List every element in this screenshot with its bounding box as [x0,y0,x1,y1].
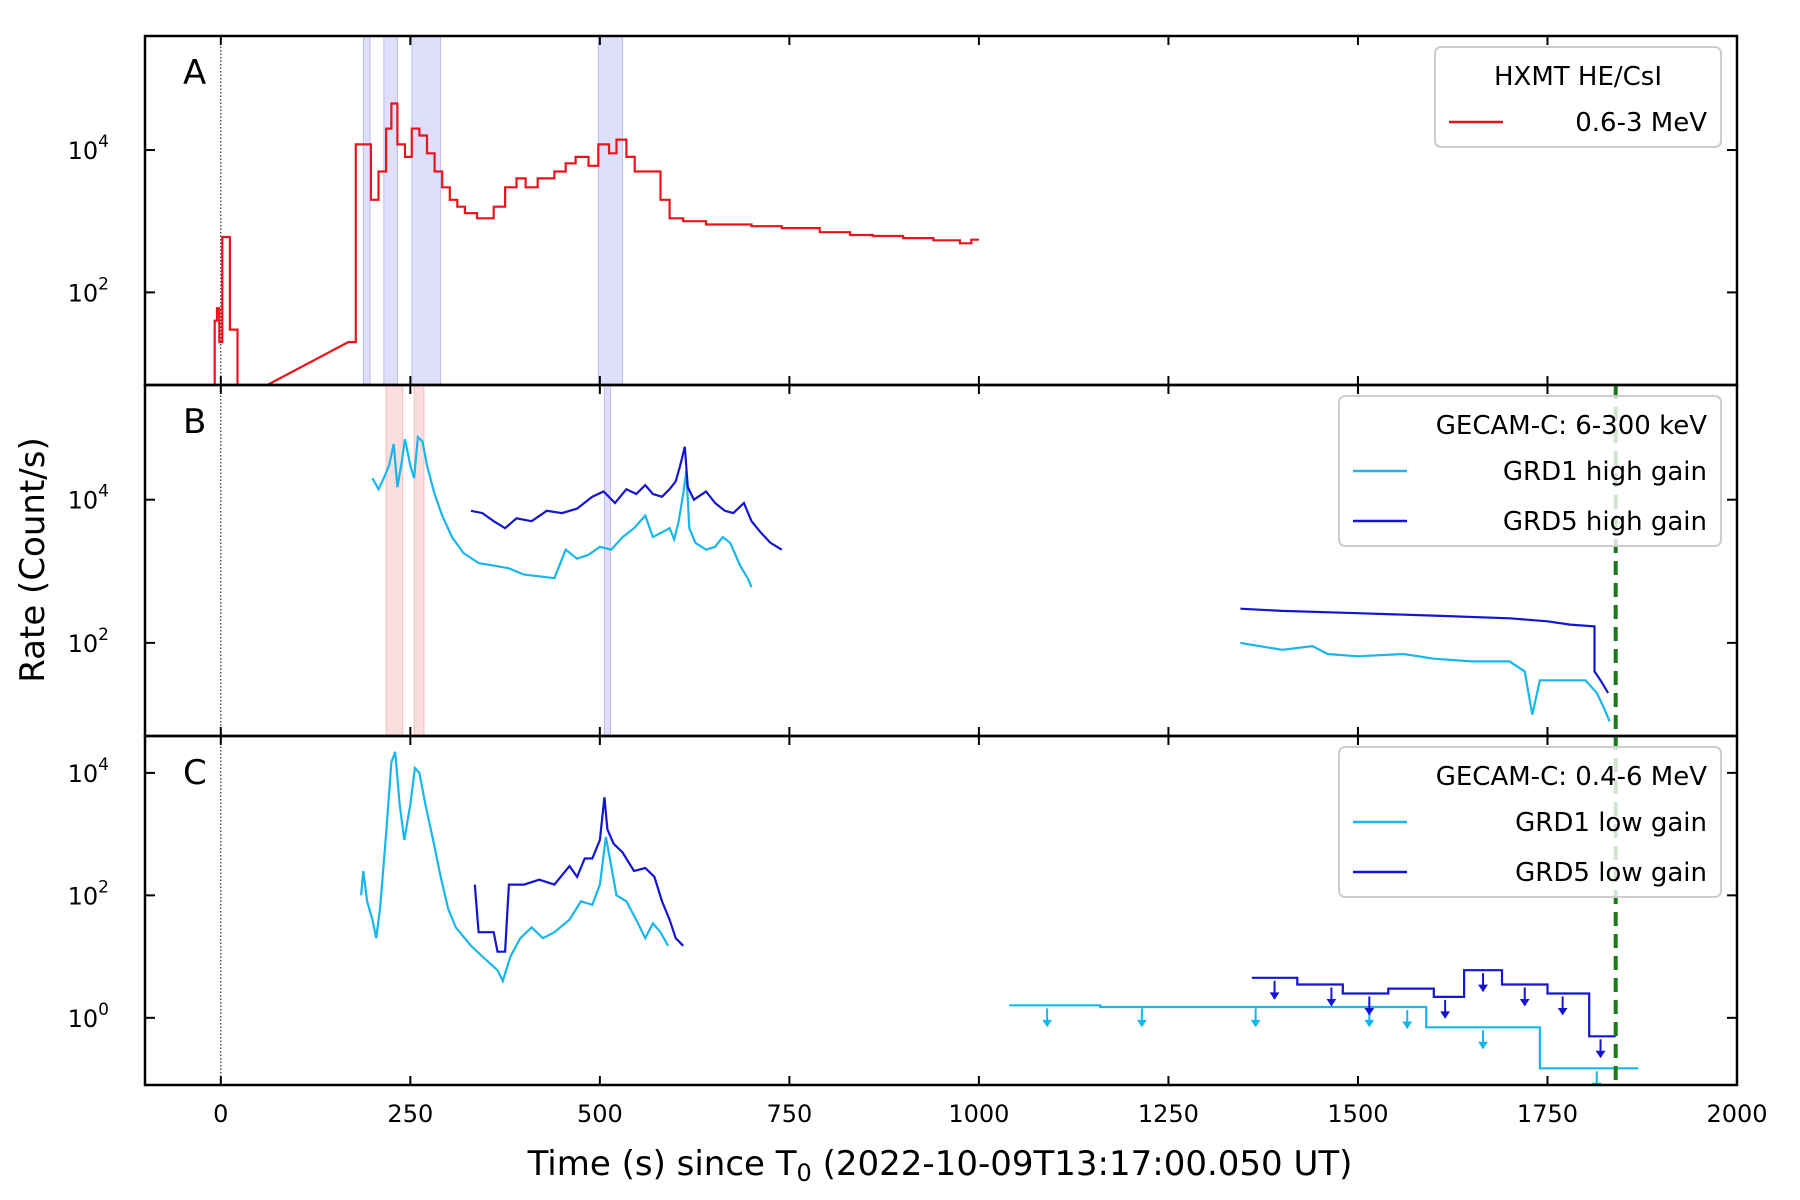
legend-title: GECAM-C: 6-300 keV [1436,411,1707,441]
legend-title: GECAM-C: 0.4-6 MeV [1436,762,1707,792]
upper-limit-arrowhead [1402,1021,1413,1029]
upper-limit-arrowhead [1595,1050,1606,1059]
y-tick-label-base: 10 [68,487,99,515]
legend-entry: 0.6-3 MeV [1575,108,1707,138]
y-tick-label: 104 [68,755,109,788]
y-axis-label: Rate (Count/s) [13,437,53,682]
series-line [1251,969,1616,1038]
y-tick-label-exponent: 2 [98,877,109,897]
panel-letter: C [183,753,207,793]
x-tick-label: 0 [213,1100,228,1128]
y-tick-label-base: 10 [68,760,99,788]
legend-box [1434,46,1722,148]
y-tick-label-exponent: 4 [98,132,109,152]
x-axis-label-subscript: 0 [797,1159,812,1187]
x-tick-label: 1500 [1327,1100,1388,1128]
upper-limit-arrowhead [1326,999,1337,1007]
series-line [213,102,979,385]
series-line [360,751,670,984]
series-line [1240,607,1610,694]
series-line [473,797,684,953]
legend-entry: GRD5 high gain [1503,507,1707,537]
x-tick-label: 250 [387,1100,433,1128]
x-tick-label: 2000 [1706,1100,1767,1128]
upper-limit-arrowhead [1478,984,1488,993]
shaded-interval [597,36,624,385]
upper-limit-arrowhead [1557,1007,1568,1016]
y-tick-label-exponent: 0 [98,1000,109,1020]
y-tick-label: 102 [68,877,109,910]
y-tick-label: 102 [68,625,109,658]
y-tick-label: 104 [68,482,109,515]
x-axis-label-main: Time (s) since T [527,1144,797,1184]
shaded-interval [411,36,442,385]
series-line [470,446,783,551]
legend-box [1338,746,1722,898]
shaded-interval [385,385,404,736]
panel-letter: B [183,402,206,442]
upper-limit-arrowhead [1250,1019,1261,1028]
x-tick-label: 750 [766,1100,812,1128]
legend-entry: GRD1 low gain [1515,808,1707,838]
upper-limit-arrowhead [1440,1011,1451,1019]
upper-limit-arrowhead [1269,992,1280,1000]
legend-entry: GRD1 high gain [1503,457,1707,487]
upper-limit-arrowhead [1364,1019,1375,1028]
y-tick-label-exponent: 4 [98,755,109,775]
upper-limit-arrowhead [1042,1019,1053,1028]
series-line [371,434,753,588]
upper-limit-arrowhead [1364,1007,1375,1016]
y-tick-label-base: 10 [68,630,99,658]
y-tick-label: 102 [68,274,109,307]
series-line [1009,1004,1639,1070]
x-tick-label: 500 [577,1100,623,1128]
y-tick-label-base: 10 [68,882,99,910]
series-line [1240,641,1611,722]
upper-limit-arrowhead [1478,1041,1488,1050]
y-tick-label-base: 10 [68,137,99,165]
x-axis-label-rest: (2022-10-09T13:17:00.050 UT) [812,1144,1353,1184]
y-tick-label-exponent: 2 [98,274,109,294]
plot-area [213,36,979,385]
y-tick-label: 100 [68,1000,109,1033]
upper-limit-arrowhead [1136,1019,1147,1028]
x-tick-label: 1000 [948,1100,1009,1128]
y-tick-label-exponent: 2 [98,625,109,645]
x-tick-label: 1250 [1138,1100,1199,1128]
plot-area [220,385,1618,736]
shaded-interval [603,385,611,736]
upper-limit-arrowhead [1519,999,1530,1007]
y-tick-label-base: 10 [68,1005,99,1033]
x-tick-label: 1750 [1517,1100,1578,1128]
shaded-interval [362,36,371,385]
y-tick-label-base: 10 [68,279,99,307]
legend-entry: GRD5 low gain [1515,858,1707,888]
axes-frame [143,734,1739,1087]
legend-title: HXMT HE/CsI [1494,62,1662,92]
x-tick-labels: 0 250 500 750 1000 1250 1500 1750 2000 [213,1100,1767,1128]
shaded-interval [413,385,425,736]
legend-box [1338,395,1722,547]
shaded-interval [383,36,398,385]
plot-area [220,736,1639,1085]
y-tick-label: 104 [68,132,109,165]
y-tick-label-exponent: 4 [98,482,109,502]
panel-letter: A [183,53,206,93]
x-axis-label: Time (s) since T0 (2022-10-09T13:17:00.0… [527,1144,1353,1187]
